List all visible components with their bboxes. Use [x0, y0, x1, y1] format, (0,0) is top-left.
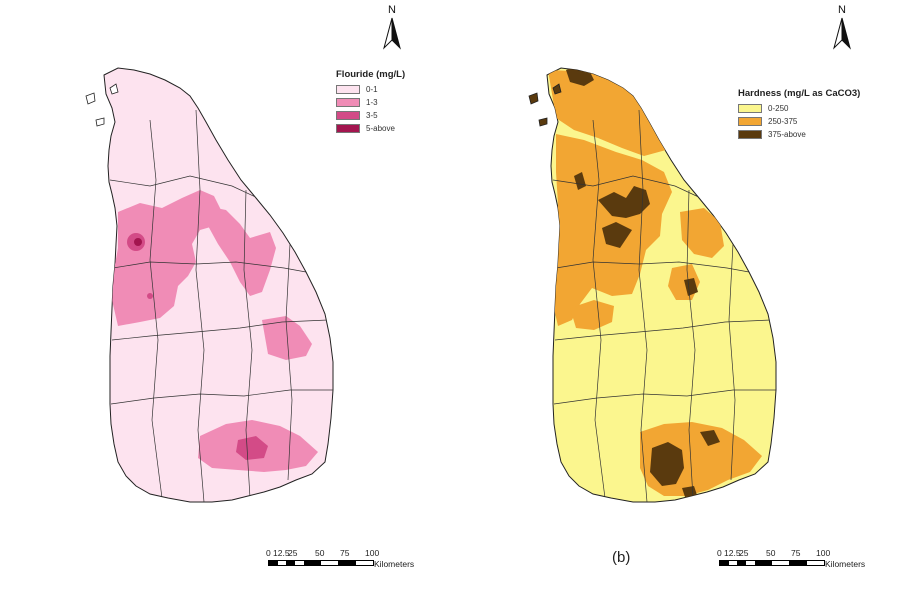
scale-tick-label: 50 [315, 548, 325, 558]
hardness-legend: Hardness (mg/L as CaCO3) 0-250 250-375 3… [738, 88, 860, 141]
legend-swatch [336, 124, 360, 133]
fluoride-zone-5-above [134, 238, 142, 246]
fluoride-legend: Flouride (mg/L) 0-1 1-3 3-5 5-above [336, 69, 405, 135]
hardness-islands [528, 83, 562, 127]
scale-bar-right: 0 12.5 25 50 75 100 Kilometers [717, 548, 865, 569]
scale-tick-label: 0 [717, 548, 722, 558]
fluoride-zone-1-3-ridge [196, 204, 276, 296]
hardness-legend-title: Hardness (mg/L as CaCO3) [738, 88, 861, 99]
scale-ticks: 0 12.5 25 50 75 100 [266, 548, 379, 559]
hardness-zone-250-375-north [548, 70, 676, 156]
hardness-district-boundaries [552, 109, 776, 502]
legend-item: 3-5 [336, 109, 405, 122]
scale-tick-label: 12.5 [724, 548, 741, 558]
legend-swatch [336, 98, 360, 107]
legend-label: 5-above [366, 124, 395, 133]
fluoride-zone-1-3-northwest [112, 190, 222, 326]
legend-swatch [738, 130, 762, 139]
legend-item: 1-3 [336, 96, 405, 109]
hardness-zone-375-above-middle [684, 278, 698, 296]
hardness-zone-375-above-south [650, 442, 684, 486]
scale-tick-label: 50 [766, 548, 776, 558]
fluoride-zones [112, 190, 318, 472]
legend-label: 375-above [768, 130, 806, 139]
scale-units-label: Kilometers [825, 559, 866, 569]
legend-item: 5-above [336, 122, 405, 135]
legend-item: 250-375 [738, 115, 860, 128]
scale-bar-segments [268, 560, 374, 566]
north-arrow-right-label: N [838, 4, 846, 16]
legend-swatch [336, 85, 360, 94]
hardness-zone-250-375-center [570, 300, 614, 330]
legend-swatch [738, 117, 762, 126]
hardness-zone-250-375-east [680, 208, 724, 258]
fluoride-islands [85, 83, 119, 127]
legend-swatch [336, 111, 360, 120]
legend-label: 0-1 [366, 85, 378, 94]
hardness-zone-375-above-nw-1 [598, 186, 650, 218]
hardness-zone-375-above-nw-2 [602, 222, 632, 248]
fluoride-zone-3-5-spot [147, 293, 153, 299]
scale-tick-label: 75 [791, 548, 801, 558]
legend-label: 3-5 [366, 111, 378, 120]
scale-tick-label: 100 [816, 548, 831, 558]
north-arrow-right: N [831, 4, 853, 55]
fluoride-district-boundaries [109, 109, 333, 502]
scale-tick-label: 12.5 [273, 548, 290, 558]
scale-bar-left: 0 12.5 25 50 75 100 Kilometers [266, 548, 414, 569]
legend-item: 0-250 [738, 102, 860, 115]
north-arrow-icon [383, 17, 401, 50]
scale-tick-label: 0 [266, 548, 271, 558]
scale-tick-label: 100 [365, 548, 380, 558]
scale-tick-label: 75 [340, 548, 350, 558]
fluoride-legend-title: Flouride (mg/L) [336, 69, 406, 80]
legend-label: 250-375 [768, 117, 798, 126]
fluoride-zone-3-5-south [236, 436, 268, 460]
scale-ticks: 0 12.5 25 50 75 100 [717, 548, 830, 559]
hardness-zone-375-above-south-2 [700, 430, 720, 446]
north-arrow-left-label: N [388, 4, 396, 16]
fluoride-map [85, 67, 334, 503]
legend-label: 0-250 [768, 104, 789, 113]
hardness-zone-375-above-west-coast [574, 172, 586, 190]
scale-tick-label: 25 [739, 548, 749, 558]
scale-bar-segments [719, 560, 825, 566]
scale-units-label: Kilometers [374, 559, 415, 569]
panel-label: (b) [612, 549, 631, 566]
legend-label: 1-3 [366, 98, 378, 107]
scale-tick-label: 25 [288, 548, 298, 558]
legend-item: 0-1 [336, 83, 405, 96]
north-arrow-icon [833, 17, 851, 50]
north-arrow-left: N [381, 4, 403, 55]
legend-swatch [738, 104, 762, 113]
legend-item: 375-above [738, 128, 860, 141]
